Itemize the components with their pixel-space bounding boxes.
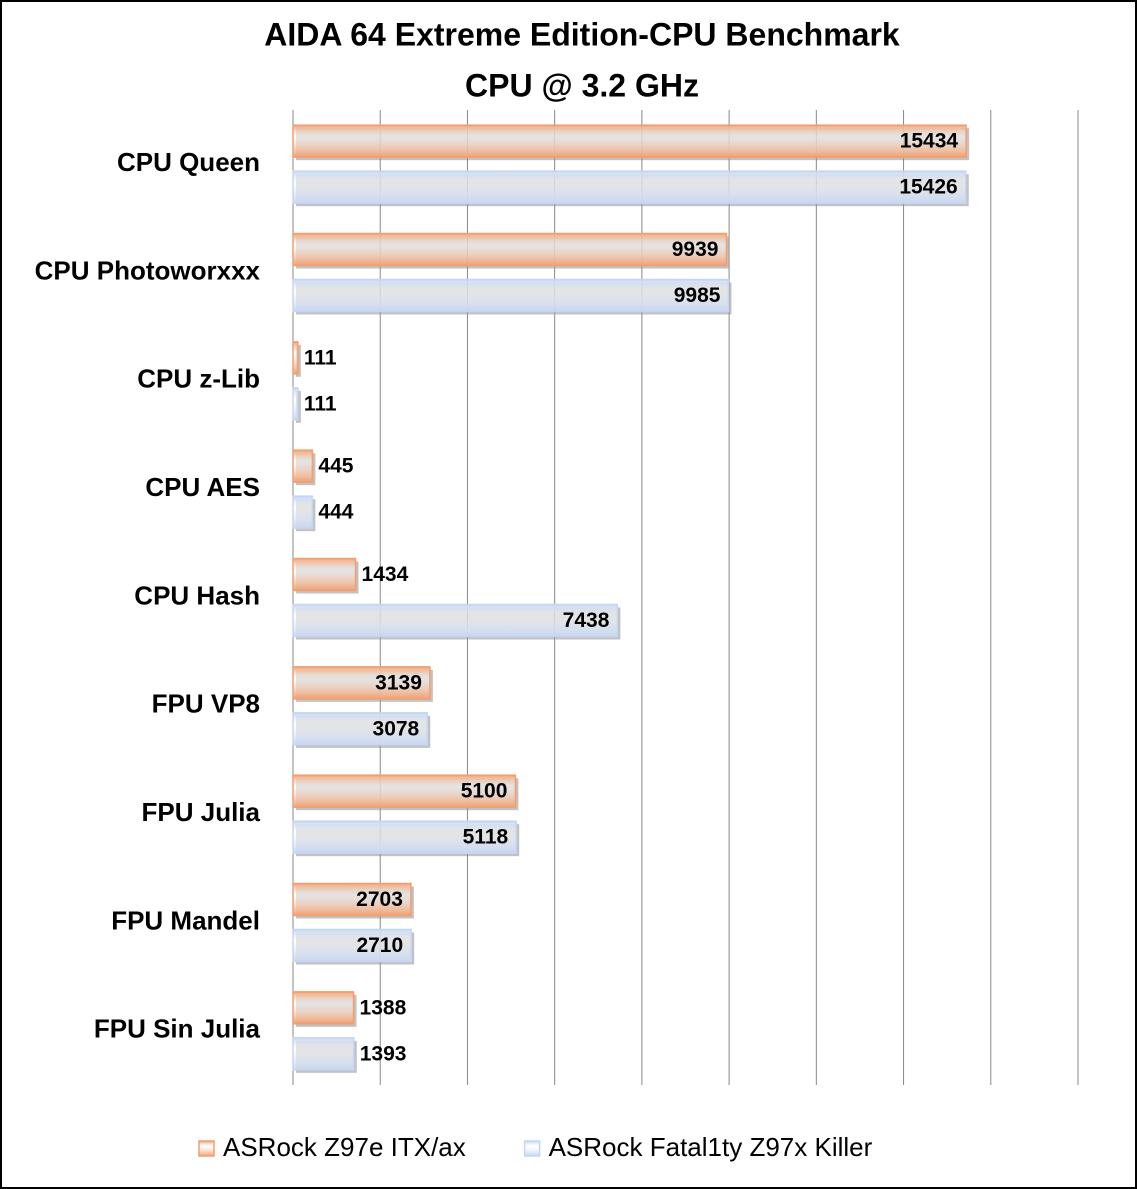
- bar: [292, 712, 428, 746]
- bar-group: [292, 341, 301, 377]
- chart-subtitle: CPU @ 3.2 GHz: [465, 67, 699, 103]
- bar-group: [292, 1037, 357, 1073]
- data-label: 445: [318, 455, 353, 478]
- legend-label: ASRock Fatal1ty Z97x Killer: [549, 1132, 873, 1162]
- data-label: 1393: [360, 1042, 407, 1065]
- bar: [292, 666, 431, 700]
- bar-group: [292, 278, 732, 315]
- bar: [292, 557, 357, 592]
- bar: [292, 278, 730, 313]
- bar: [292, 1037, 355, 1071]
- bar: [292, 124, 967, 158]
- bar-group: [292, 449, 316, 486]
- bar-group: [292, 232, 730, 269]
- bar: [292, 341, 299, 375]
- bar-group: [292, 666, 433, 702]
- bar: [292, 928, 412, 963]
- y-tick-label: FPU Julia: [142, 797, 261, 827]
- bar-group: [292, 774, 519, 811]
- y-tick-label: FPU VP8: [152, 689, 260, 719]
- bar: [292, 991, 355, 1025]
- bar-group: [292, 603, 621, 640]
- bar: [292, 882, 412, 917]
- bar-group: [292, 170, 969, 207]
- bar: [292, 232, 728, 267]
- y-tick-label: CPU Photoworxxx: [35, 255, 261, 285]
- data-label: 1434: [362, 563, 409, 586]
- bar: [292, 449, 314, 483]
- bar: [292, 495, 314, 529]
- data-label: 3139: [375, 671, 422, 694]
- data-label: 2710: [356, 934, 403, 957]
- data-label: 3078: [373, 717, 420, 740]
- data-label: 111: [304, 346, 337, 369]
- data-label: 111: [304, 392, 337, 415]
- y-tick-label: CPU z-Lib: [137, 364, 260, 394]
- chart-title: AIDA 64 Extreme Edition-CPU Benchmark: [264, 16, 900, 52]
- y-tick-label: FPU Sin Julia: [94, 1014, 261, 1044]
- bar: [292, 603, 619, 638]
- bar: [292, 774, 517, 808]
- y-tick-label: CPU Hash: [134, 580, 260, 610]
- data-label: 15426: [899, 176, 957, 199]
- data-label: 5118: [463, 826, 509, 849]
- data-label: 2703: [356, 888, 403, 911]
- data-label: 15434: [900, 130, 959, 153]
- data-label: 444: [318, 501, 353, 524]
- data-label: 1388: [360, 996, 407, 1019]
- y-tick-label: FPU Mandel: [111, 905, 260, 935]
- bar-group: [292, 557, 359, 594]
- y-tick-label: CPU AES: [145, 472, 260, 502]
- bar: [292, 820, 517, 854]
- data-label: 9939: [672, 238, 719, 261]
- data-label: 5100: [461, 780, 508, 803]
- legend-swatch: [523, 1140, 541, 1157]
- bar-group: [292, 124, 970, 161]
- bar-group: [292, 991, 357, 1027]
- bar-group: [292, 928, 415, 965]
- bar: [292, 170, 967, 204]
- bar-group: [292, 387, 301, 423]
- bar-group: [292, 820, 520, 857]
- bar-group: [292, 495, 316, 532]
- bar-group: [292, 882, 414, 919]
- legend-swatch: [198, 1140, 215, 1157]
- y-tick-label: CPU Queen: [117, 147, 260, 177]
- data-label: 7438: [563, 609, 610, 632]
- data-label: 9985: [674, 284, 721, 307]
- bar-group: [292, 712, 431, 748]
- bar: [292, 387, 299, 421]
- legend-label: ASRock Z97e ITX/ax: [223, 1132, 466, 1162]
